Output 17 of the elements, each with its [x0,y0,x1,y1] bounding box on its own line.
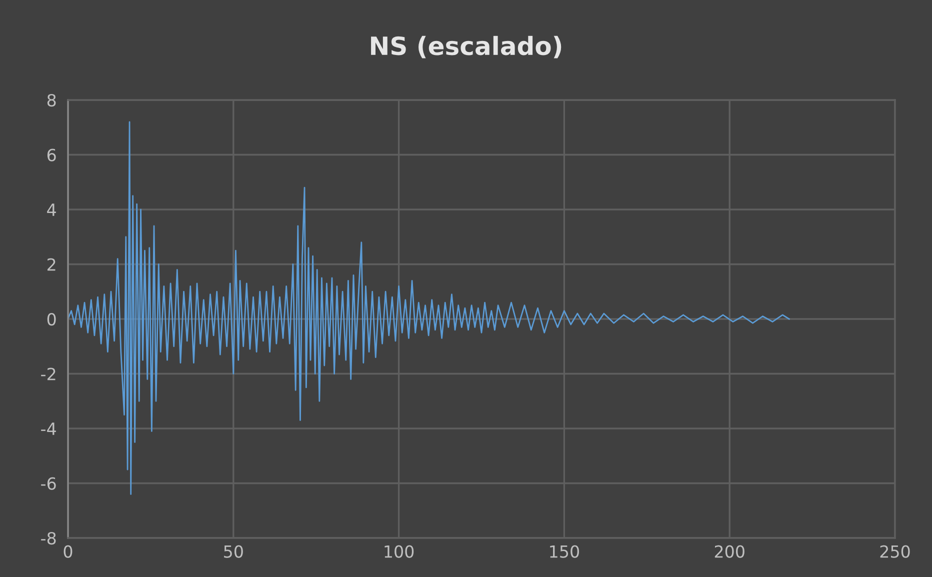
x-tick-label: 150 [550,545,579,558]
y-tick-label: -4 [41,422,56,435]
y-tick-label: 8 [47,94,56,107]
y-tick-label: 4 [47,204,56,216]
y-tick-label: 0 [47,312,56,326]
y-tick-label: -8 [41,532,56,545]
x-tick-label: 200 [714,545,744,558]
x-tick-label: 100 [384,545,414,558]
y-tick-label: 6 [47,148,56,162]
x-tick-label: 50 [224,545,243,558]
x-tick-label: 0 [64,545,72,558]
line-series [68,121,790,495]
x-tick-label: 250 [880,545,910,558]
chart-title: NS (escalado) [371,36,562,58]
y-tick-label: -2 [41,368,56,380]
y-tick-label: -6 [41,477,56,490]
y-tick-label: 2 [48,258,56,271]
